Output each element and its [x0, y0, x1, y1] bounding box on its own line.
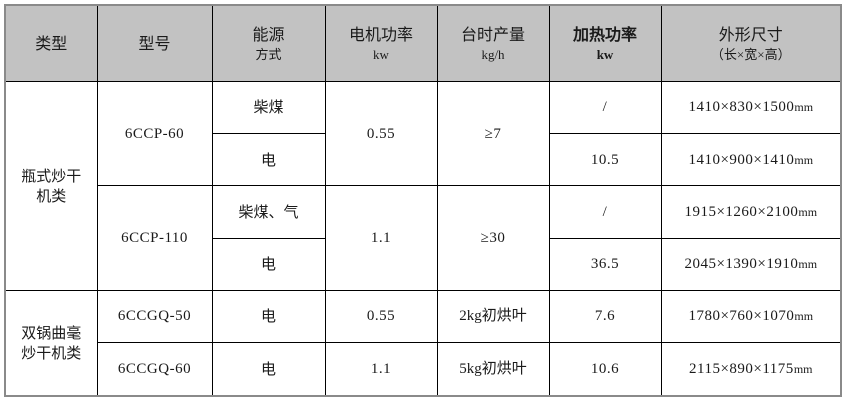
- dimension-unit: mm: [798, 257, 818, 272]
- table-row: 6CCGQ-60 电 1.1 5kg初烘叶 10.6 2115×890×1175…: [5, 342, 842, 397]
- dimension-unit: mm: [794, 100, 814, 115]
- capacity-value: 2kg初烘叶: [459, 308, 527, 325]
- table-row: 瓶式炒干 机类 6CCP-60 柴煤 0.55 ≥7 / 1410×830×15…: [4, 80, 842, 291]
- header-cell-model: 型号: [96, 5, 213, 82]
- dimension-value: 2115×890×1175: [689, 360, 794, 377]
- dimension-value: 1915×1260×2100: [684, 203, 799, 220]
- dimension: 2115×890×1175mm: [660, 342, 842, 397]
- heat-power: 10.6: [548, 342, 662, 397]
- model-number: 6CCP-60: [96, 80, 213, 187]
- dimension-unit: mm: [794, 152, 814, 167]
- heat-power: 7.6: [548, 289, 662, 344]
- energy-type: 电: [211, 133, 326, 187]
- header-title-heat-power: 加热功率: [572, 24, 637, 44]
- dimension-value: 1410×900×1410: [688, 151, 795, 168]
- header-cell-dimension: 外形尺寸 （长×宽×高）: [660, 5, 842, 82]
- heat-power: 10.5: [548, 133, 662, 187]
- header-cell-motor-power: 电机功率 kw: [324, 5, 438, 82]
- group-type-double-pan-roaster: 双锅曲毫 炒干机类: [4, 289, 98, 397]
- group-type-line2: 炒干机类: [21, 343, 82, 362]
- dimension: 1410×900×1410mm: [660, 133, 842, 187]
- model-number: 6CCGQ-50: [96, 289, 213, 344]
- header-cell-type: 类型: [4, 5, 98, 82]
- header-sub-heat-power: kw: [596, 46, 614, 62]
- capacity-value: 5kg初烘叶: [459, 360, 527, 377]
- header-title-energy: 能源: [252, 24, 285, 44]
- table-row: 6CCP-110 柴煤、气 1.1 ≥30 / 1915×1260×2100mm: [5, 185, 842, 291]
- group-type-line1: 双锅曲毫: [21, 323, 82, 342]
- dimension-unit: mm: [793, 361, 813, 376]
- capacity: 5kg初烘叶: [436, 342, 550, 397]
- group-type-line2: 机类: [36, 186, 67, 205]
- dimension-value: 1780×760×1070: [688, 308, 795, 325]
- motor-power: 1.1: [324, 342, 438, 397]
- dimension-value: 1410×830×1500: [688, 99, 795, 116]
- motor-power: 1.1: [324, 185, 438, 291]
- table-row: 电 10.5 1410×900×1410mm: [5, 133, 842, 187]
- group-type-line1: 瓶式炒干: [21, 166, 82, 185]
- header-sub-dimension: （长×宽×高）: [710, 46, 791, 62]
- table-body: 瓶式炒干 机类 6CCP-60 柴煤 0.55 ≥7 / 1410×830×15…: [4, 80, 842, 397]
- dimension: 1410×830×1500mm: [660, 80, 842, 135]
- dimension: 1780×760×1070mm: [660, 289, 842, 344]
- dimension-unit: mm: [794, 309, 814, 324]
- header-title-capacity: 台时产量: [460, 24, 525, 44]
- heat-power: 36.5: [548, 237, 662, 291]
- energy-type: 柴煤: [211, 80, 326, 135]
- header-sub-motor-power: kw: [373, 46, 389, 62]
- heat-power: /: [548, 80, 662, 135]
- model-number: 6CCP-110: [96, 185, 213, 291]
- machine-specification-table: 类型 型号 能源 方式 电机功率 kw 台时产量 kg/h 加热功率 kw: [4, 4, 842, 397]
- capacity: 2kg初烘叶: [436, 289, 550, 344]
- model-number: 6CCGQ-60: [96, 342, 213, 397]
- energy-type: 柴煤、气: [211, 185, 326, 239]
- dimension: 1915×1260×2100mm: [660, 185, 842, 239]
- motor-power: 0.55: [324, 289, 438, 344]
- header-sub-energy: 方式: [255, 46, 282, 62]
- header-cell-heat-power: 加热功率 kw: [548, 5, 662, 82]
- heat-power: /: [548, 185, 662, 239]
- table-row: 电 36.5 2045×1390×1910mm: [5, 237, 842, 291]
- energy-type: 电: [211, 342, 326, 397]
- header-title-motor-power: 电机功率: [348, 24, 413, 44]
- header-sub-capacity: kg/h: [481, 46, 505, 62]
- header-title-model: 型号: [138, 33, 171, 53]
- header-row: 类型 型号 能源 方式 电机功率 kw 台时产量 kg/h 加热功率 kw: [4, 5, 842, 82]
- header-title-type: 类型: [35, 33, 68, 53]
- capacity: ≥30: [436, 185, 550, 291]
- header-cell-capacity: 台时产量 kg/h: [436, 5, 550, 82]
- capacity: ≥7: [436, 80, 550, 187]
- dimension-value: 2045×1390×1910: [684, 256, 799, 273]
- table-header: 类型 型号 能源 方式 电机功率 kw 台时产量 kg/h 加热功率 kw: [4, 5, 842, 82]
- energy-type: 电: [211, 289, 326, 344]
- motor-power: 0.55: [324, 80, 438, 187]
- header-title-dimension: 外形尺寸: [718, 24, 783, 44]
- header-cell-energy: 能源 方式: [211, 5, 326, 82]
- table-row: 双锅曲毫 炒干机类 6CCGQ-50 电 0.55 2kg初烘叶 7.6 178…: [4, 289, 842, 397]
- energy-type: 电: [211, 237, 326, 291]
- dimension: 2045×1390×1910mm: [660, 237, 842, 291]
- dimension-unit: mm: [798, 204, 818, 219]
- group-type-bottle-roaster: 瓶式炒干 机类: [4, 81, 98, 291]
- spec-table-container: 类型 型号 能源 方式 电机功率 kw 台时产量 kg/h 加热功率 kw: [4, 4, 842, 397]
